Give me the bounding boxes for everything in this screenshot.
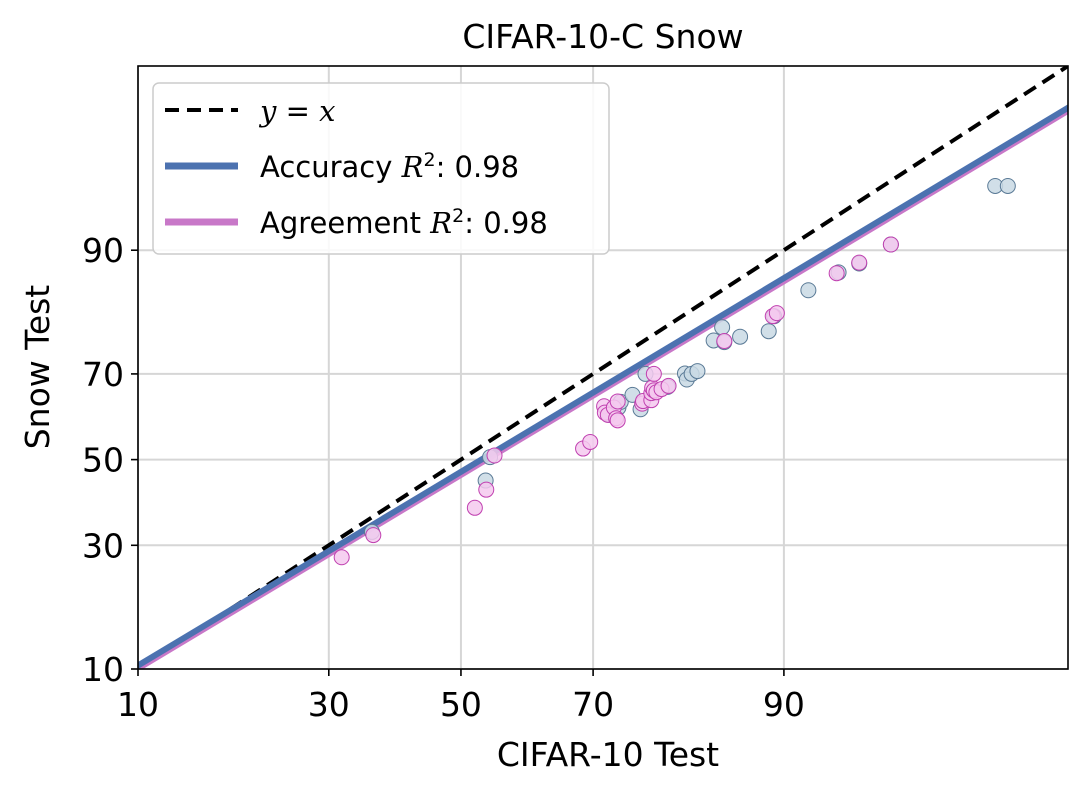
x-tick-label: 70 [572, 685, 614, 724]
agreement-point [466, 499, 483, 516]
legend-agreement-label: Agreement R2: 0.98 [260, 205, 548, 240]
legend-yx-label: y = x [258, 94, 336, 128]
y-axis-label: Snow Test [18, 285, 57, 450]
agreement-point [582, 433, 599, 450]
agreement-point [478, 481, 495, 498]
x-tick-label: 90 [763, 685, 805, 724]
legend-box [152, 82, 610, 255]
accuracy-point [689, 363, 706, 380]
axis-ticks: 10 30 50 70 90 10 30 50 70 90 [82, 231, 805, 724]
scatter-points [333, 177, 1016, 566]
y-tick-label: 30 [82, 526, 124, 565]
fit-lines [138, 104, 1068, 669]
identity-line [138, 66, 1068, 669]
agreement-point [486, 447, 503, 464]
legend: y = x Accuracy R2: 0.98 Agreement R2: 0.98 [152, 82, 610, 255]
agreement-point [828, 265, 845, 282]
y-tick-label: 90 [82, 231, 124, 270]
agreement-point [609, 393, 626, 410]
agreement-point [660, 377, 677, 394]
accuracy-point [714, 319, 731, 336]
agreement-point [365, 527, 382, 544]
agreement-point [851, 254, 868, 271]
identity-line-group [138, 66, 1068, 669]
x-tick-label: 50 [440, 685, 482, 724]
y-tick-label: 10 [82, 650, 124, 689]
accuracy-point [999, 177, 1016, 194]
accuracy-point [760, 323, 777, 340]
y-tick-label: 70 [82, 355, 124, 394]
x-axis-label: CIFAR-10 Test [497, 735, 719, 774]
agreement-point [716, 333, 733, 350]
agreement-point [645, 365, 662, 382]
agreement-point [333, 549, 350, 566]
plot-frame [137, 65, 1069, 670]
legend-accuracy-label: Accuracy R2: 0.98 [260, 149, 519, 184]
agreement-point [882, 236, 899, 253]
accuracy-point [800, 282, 817, 299]
x-tick-label: 10 [117, 685, 159, 724]
accuracy-point [732, 328, 749, 345]
x-tick-label: 30 [308, 685, 350, 724]
chart-title: CIFAR-10-C Snow [462, 17, 743, 56]
y-tick-label: 50 [82, 441, 124, 480]
agreement-point [609, 412, 626, 429]
accuracy-fit-line [138, 104, 1068, 669]
agreement-point [768, 305, 785, 322]
